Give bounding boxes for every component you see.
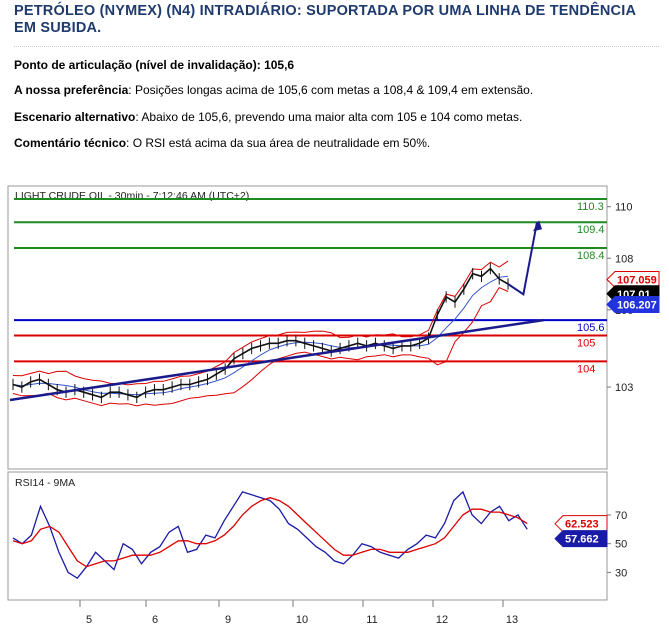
pivot-paragraph: Ponto de articulação (nível de invalidaç…	[14, 58, 294, 72]
rsi-panel-frame	[7, 471, 608, 601]
projection-arrowhead	[533, 220, 543, 232]
level-label-105: 105	[577, 338, 595, 350]
x-axis-label: 13	[506, 614, 518, 626]
preference-label: A nossa preferência	[14, 83, 129, 97]
projection-arrow	[507, 222, 538, 296]
preference-text: : Posições longas acima de 105,6 com met…	[128, 83, 534, 97]
price-flag-label: 106.207	[617, 299, 657, 311]
preference-paragraph: A nossa preferência: Posições longas aci…	[14, 83, 533, 97]
level-label-108.4: 108.4	[577, 250, 605, 262]
price-flag-label: 107.059	[617, 275, 657, 287]
x-axis-label: 6	[152, 614, 158, 626]
pivot-value: 105,6	[264, 58, 295, 72]
x-axis-label: 5	[86, 614, 92, 626]
rsi-flag	[554, 515, 608, 533]
lower-band	[12, 286, 509, 407]
alternative-label: Escenario alternativo	[14, 110, 136, 124]
x-axis-label: 12	[436, 614, 448, 626]
price-flag	[606, 271, 660, 289]
price-panel-frame	[7, 185, 608, 470]
price-line	[12, 267, 509, 399]
level-label-105.6: 105.6	[577, 322, 605, 334]
x-axis-label: 11	[366, 614, 377, 626]
comment-text: : O RSI está acima da sua área de neutra…	[126, 136, 431, 150]
level-label-109.4: 109.4	[577, 224, 605, 236]
price-chart-title: LIGHT CRUDE OIL - 30min - 7:12:46 AM (UT…	[15, 190, 249, 202]
rsi-chart-title: RSI14 - 9MA	[15, 477, 75, 489]
rsi-series-rsi14	[12, 490, 528, 580]
support-trendline	[9, 318, 544, 402]
rsi-series-9ma	[12, 497, 528, 568]
rsi-axis-label: 30	[615, 567, 627, 579]
level-label-104: 104	[577, 363, 595, 375]
alternative-paragraph: Escenario alternativo: Abaixo de 105,6, …	[14, 110, 522, 124]
x-axis-label: 9	[225, 614, 231, 626]
comment-label: Comentário técnico	[14, 136, 127, 150]
headline: PETRÓLEO (NYMEX) (N4) INTRADIÁRIO: SUPOR…	[14, 3, 636, 36]
x-axis-label: 10	[296, 614, 308, 626]
rsi-flag	[554, 530, 608, 548]
comment-paragraph: Comentário técnico: O RSI está acima da …	[14, 136, 430, 150]
divider	[14, 46, 659, 47]
rsi-flag-label: 62.523	[565, 519, 599, 531]
alternative-text: : Abaixo de 105,6, prevendo uma maior al…	[135, 110, 523, 124]
rsi-axis-label: 50	[615, 539, 627, 551]
rsi-flag-label: 57.662	[565, 534, 599, 546]
rsi-axis-label: 70	[615, 510, 627, 522]
upper-band	[12, 260, 509, 386]
price-axis-label: 108	[615, 253, 633, 265]
price-axis-label: 103	[615, 382, 633, 394]
level-label-110.3: 110.3	[577, 201, 604, 213]
price-axis-label: 110	[615, 202, 633, 214]
price-flag	[606, 295, 660, 313]
moving-average-line	[12, 275, 509, 396]
pivot-label: Ponto de articulação (nível de invalidaç…	[14, 58, 261, 72]
